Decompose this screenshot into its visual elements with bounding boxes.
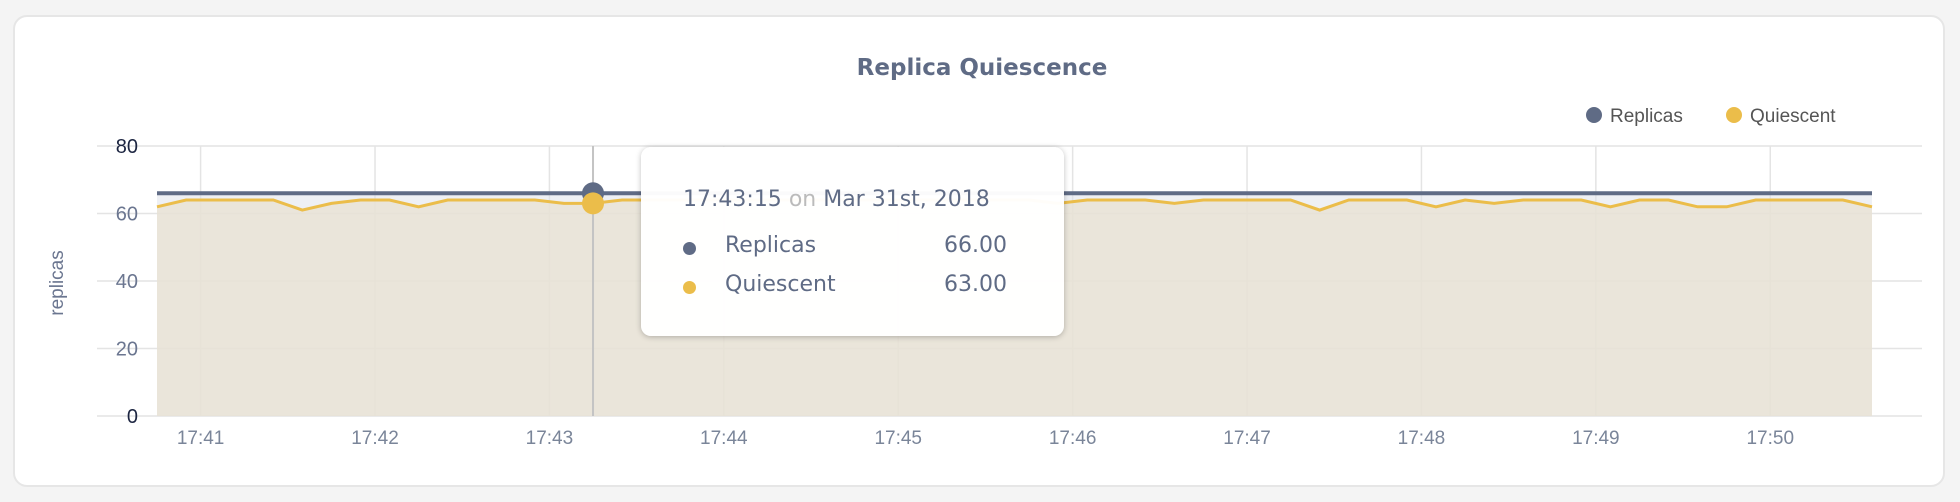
tooltip-name: Quiescent — [725, 272, 836, 297]
tooltip-row-quiescent: Quiescent 63.00 — [683, 272, 1007, 302]
hover-markers — [582, 146, 605, 416]
data-point-replicas[interactable] — [1692, 187, 1704, 199]
x-tick-label: 17:47 — [1223, 428, 1271, 449]
data-point-replicas[interactable] — [1866, 187, 1878, 199]
tooltip-header: 17:43:15 on Mar 31st, 2018 — [683, 187, 990, 212]
data-point-quiescent[interactable] — [471, 194, 483, 206]
data-point-quiescent[interactable] — [1866, 201, 1878, 213]
data-point-replicas[interactable] — [296, 187, 308, 199]
data-point-quiescent[interactable] — [1372, 194, 1384, 206]
chart-title: Replica Quiescence — [857, 55, 1108, 81]
data-point-quiescent[interactable] — [442, 194, 454, 206]
tooltip-dot-replicas — [683, 242, 696, 255]
hover-marker-quiescent — [582, 192, 605, 215]
data-point-quiescent[interactable] — [500, 194, 512, 206]
legend-marker-replicas — [1586, 107, 1602, 123]
data-point-quiescent[interactable] — [1430, 201, 1442, 213]
data-point-quiescent[interactable] — [529, 194, 541, 206]
x-tick-label: 17:46 — [1049, 428, 1097, 449]
data-point-replicas[interactable] — [1430, 187, 1442, 199]
data-point-quiescent[interactable] — [1285, 194, 1297, 206]
data-point-quiescent[interactable] — [180, 194, 192, 206]
x-tick-label: 17:48 — [1398, 428, 1446, 449]
tooltip: 17:43:15 on Mar 31st, 2018 Replicas 66.0… — [641, 147, 1064, 336]
data-point-quiescent[interactable] — [209, 194, 221, 206]
data-point-quiescent[interactable] — [1546, 194, 1558, 206]
y-tick-label: 80 — [116, 136, 138, 158]
data-point-quiescent[interactable] — [1721, 201, 1733, 213]
x-tick-label: 17:49 — [1572, 428, 1620, 449]
data-point-quiescent[interactable] — [1692, 201, 1704, 213]
data-point-quiescent[interactable] — [1837, 194, 1849, 206]
data-point-quiescent[interactable] — [1139, 194, 1151, 206]
axis-ticks: 0 20 40 60 80 17:41 17:42 17:43 17:44 17:45 17:46 1… — [116, 136, 1794, 449]
tooltip-value: 63.00 — [944, 272, 1007, 297]
data-point-quiescent[interactable] — [1517, 194, 1529, 206]
x-tick-label: 17:42 — [351, 428, 399, 449]
tooltip-name: Replicas — [725, 233, 817, 258]
x-tick-label: 17:45 — [874, 428, 922, 449]
data-point-quiescent[interactable] — [354, 194, 366, 206]
data-point-quiescent[interactable] — [325, 197, 337, 209]
data-point-replicas[interactable] — [1314, 187, 1326, 199]
data-point-quiescent[interactable] — [413, 201, 425, 213]
legend-marker-quiescent — [1726, 107, 1742, 123]
data-point-quiescent[interactable] — [1808, 194, 1820, 206]
data-point-quiescent[interactable] — [1227, 194, 1239, 206]
x-tick-label: 17:43 — [526, 428, 574, 449]
legend-item-quiescent[interactable]: Quiescent — [1726, 106, 1836, 127]
legend-label-replicas: Replicas — [1610, 106, 1683, 127]
data-point-quiescent[interactable] — [1604, 201, 1616, 213]
data-point-quiescent[interactable] — [1750, 194, 1762, 206]
tooltip-time: 17:43:15 — [683, 187, 782, 212]
data-point-quiescent[interactable] — [1314, 204, 1326, 216]
data-point-replicas[interactable] — [151, 187, 163, 199]
legend-label-quiescent: Quiescent — [1750, 106, 1836, 127]
data-point-quiescent[interactable] — [1459, 194, 1471, 206]
data-point-quiescent[interactable] — [1168, 197, 1180, 209]
data-point-quiescent[interactable] — [1663, 194, 1675, 206]
data-point-quiescent[interactable] — [267, 194, 279, 206]
tooltip-row-replicas: Replicas 66.00 — [683, 233, 1007, 263]
y-tick-label: 20 — [116, 339, 138, 361]
data-point-quiescent[interactable] — [1197, 194, 1209, 206]
data-point-replicas[interactable] — [1721, 187, 1733, 199]
data-point-quiescent[interactable] — [1633, 194, 1645, 206]
data-point-quiescent[interactable] — [238, 194, 250, 206]
x-tick-label: 17:44 — [700, 428, 748, 449]
y-tick-label: 0 — [127, 406, 138, 428]
data-point-quiescent[interactable] — [558, 197, 570, 209]
y-tick-label: 60 — [116, 204, 138, 226]
legend-item-replicas[interactable]: Replicas — [1586, 106, 1683, 127]
legend: Replicas Quiescent — [1586, 106, 1836, 127]
y-tick-label: 40 — [116, 271, 138, 293]
tooltip-on: on — [788, 187, 817, 212]
data-point-quiescent[interactable] — [1401, 194, 1413, 206]
data-point-quiescent[interactable] — [384, 194, 396, 206]
data-point-quiescent[interactable] — [151, 201, 163, 213]
data-point-quiescent[interactable] — [1081, 194, 1093, 206]
data-point-quiescent[interactable] — [1575, 194, 1587, 206]
x-tick-label: 17:50 — [1746, 428, 1794, 449]
tooltip-date: Mar 31st, 2018 — [823, 187, 990, 212]
data-point-quiescent[interactable] — [1256, 194, 1268, 206]
data-point-quiescent[interactable] — [1110, 194, 1122, 206]
data-point-quiescent[interactable] — [1779, 194, 1791, 206]
x-tick-label: 17:41 — [177, 428, 225, 449]
data-point-quiescent[interactable] — [1488, 197, 1500, 209]
data-point-replicas[interactable] — [413, 187, 425, 199]
data-point-quiescent[interactable] — [616, 194, 628, 206]
data-point-replicas[interactable] — [1604, 187, 1616, 199]
data-point-quiescent[interactable] — [1343, 194, 1355, 206]
data-point-quiescent[interactable] — [296, 204, 308, 216]
tooltip-value: 66.00 — [944, 233, 1007, 258]
y-axis-label: replicas — [47, 250, 68, 315]
tooltip-dot-quiescent — [683, 281, 696, 294]
